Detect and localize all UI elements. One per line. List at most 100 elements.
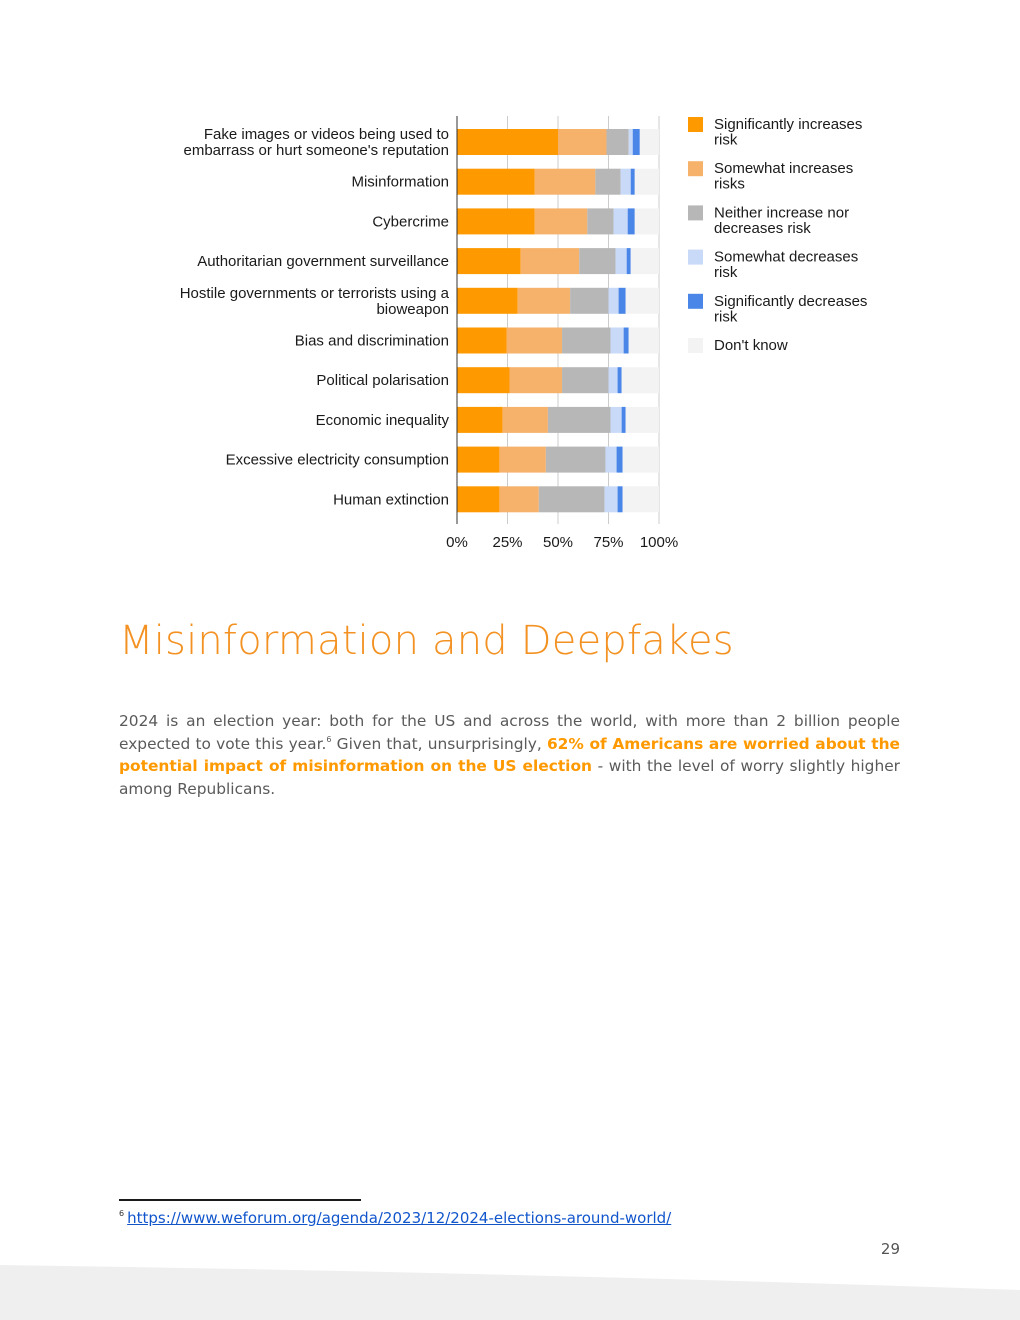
bar-segment xyxy=(457,486,500,513)
body-text-middle: Given that, unsurprisingly, xyxy=(331,734,547,753)
section-title: Misinformation and Deepfakes xyxy=(119,618,734,664)
legend-label: Significantly decreases risk xyxy=(714,293,867,326)
body-text-after: - with the level of worry slightly highe… xyxy=(119,757,900,798)
x-tick-label: 75% xyxy=(593,534,623,551)
legend-label: Significantly increases risk xyxy=(714,116,862,149)
bar-segment xyxy=(534,208,588,235)
bar-segment xyxy=(457,287,518,314)
bar-segment xyxy=(570,287,609,314)
category-label: Cybercrime xyxy=(372,213,449,230)
bar-segment xyxy=(595,168,621,195)
category-label: Authoritarian government surveillance xyxy=(197,253,449,270)
bar-segment xyxy=(622,486,659,513)
body-highlight: 62% of Americans are worried about the p… xyxy=(119,734,900,776)
footnote: 6 https://www.weforum.org/agenda/2023/12/… xyxy=(119,1209,671,1227)
bar-segment xyxy=(604,486,618,513)
category-label: Misinformation xyxy=(351,174,449,191)
bar-segment xyxy=(610,327,624,354)
bar-segment xyxy=(625,287,659,314)
bar-segment xyxy=(562,367,609,394)
bar-segment xyxy=(538,486,605,513)
legend-swatch xyxy=(688,205,703,221)
bar-segment xyxy=(545,446,606,473)
bar-segment xyxy=(579,248,616,275)
bar-segment xyxy=(634,208,659,235)
legend-label: Somewhat decreases risk xyxy=(714,249,858,282)
x-tick-label: 50% xyxy=(543,534,573,551)
category-label: Bias and discrimination xyxy=(295,333,449,350)
bar-segment xyxy=(639,129,659,155)
x-tick-label: 100% xyxy=(640,534,678,551)
legend-label: Don't know xyxy=(714,337,788,354)
bar-segment xyxy=(613,208,628,235)
bar-segment xyxy=(622,446,659,473)
legend-label: Neither increase nor decreases risk xyxy=(714,204,849,237)
bar-segment xyxy=(547,406,611,433)
bar-segment xyxy=(618,287,626,314)
category-label: Fake images or videos being used to embar… xyxy=(184,126,450,159)
bar-segment xyxy=(457,208,535,235)
bar-segment xyxy=(620,168,631,195)
category-label: Political polarisation xyxy=(316,372,449,389)
bar-segment xyxy=(621,406,626,433)
bar-segment xyxy=(630,168,635,195)
bar-segment xyxy=(457,327,507,354)
bar-segment xyxy=(610,406,622,433)
category-label: Excessive electricity consumption xyxy=(226,452,449,469)
footnote-ref[interactable]: 6 xyxy=(326,734,332,744)
bar-segment xyxy=(626,248,631,275)
bar-segment xyxy=(517,287,571,314)
bar-segment xyxy=(457,446,500,473)
bar-segment xyxy=(608,367,618,394)
bar-segment xyxy=(558,129,607,155)
bar-segment xyxy=(617,486,623,513)
bar-segment xyxy=(628,327,659,354)
bar-segment xyxy=(520,248,580,275)
category-label: Economic inequality xyxy=(316,412,450,429)
footnote-divider xyxy=(119,1199,361,1201)
bar-segment xyxy=(506,327,563,354)
body-text-before: 2024 is an election year: both for the U… xyxy=(119,712,900,753)
legend-swatch xyxy=(688,117,703,132)
bar-segment xyxy=(457,168,535,195)
bar-segment xyxy=(630,248,659,275)
category-label: Hostile governments or terrorists using … xyxy=(180,285,450,318)
x-tick-label: 0% xyxy=(446,534,468,551)
bar-segment xyxy=(616,446,623,473)
category-label: Human extinction xyxy=(333,491,449,508)
bar-segment xyxy=(509,367,563,394)
legend-swatch xyxy=(688,293,703,309)
bar-segment xyxy=(628,129,633,155)
bar-segment xyxy=(623,327,629,354)
bar-segment xyxy=(457,367,510,394)
bar-segment xyxy=(534,168,596,195)
legend-swatch xyxy=(688,338,703,353)
bar-segment xyxy=(499,446,546,473)
bar-segment xyxy=(499,486,539,513)
x-tick-label: 25% xyxy=(492,534,522,551)
legend-swatch xyxy=(688,161,703,177)
body-paragraph: 2024 is an election year: both for the U… xyxy=(119,710,900,800)
footnote-number: 6 xyxy=(119,1209,125,1218)
bar-segment xyxy=(606,129,629,155)
legend-label: Somewhat increases risks xyxy=(714,160,853,193)
bar-segment xyxy=(627,208,635,235)
bar-segment xyxy=(617,367,622,394)
footnote-link[interactable]: https://www.weforum.org/agenda/2023/12/2… xyxy=(127,1209,672,1227)
bar-segment xyxy=(608,287,619,314)
bar-segment xyxy=(457,406,503,433)
bar-segment xyxy=(634,168,659,195)
bar-segment xyxy=(457,129,558,155)
bar-segment xyxy=(615,248,627,275)
risk-chart: Fake images or videos being used to embar… xyxy=(180,116,867,551)
bar-segment xyxy=(621,367,659,394)
bar-segment xyxy=(625,406,659,433)
bar-segment xyxy=(457,248,521,275)
bar-segment xyxy=(605,446,617,473)
bar-segment xyxy=(587,208,614,235)
page-number: 29 xyxy=(880,1240,900,1258)
bar-segment xyxy=(632,129,640,155)
bar-segment xyxy=(562,327,611,354)
legend-swatch xyxy=(688,249,703,265)
